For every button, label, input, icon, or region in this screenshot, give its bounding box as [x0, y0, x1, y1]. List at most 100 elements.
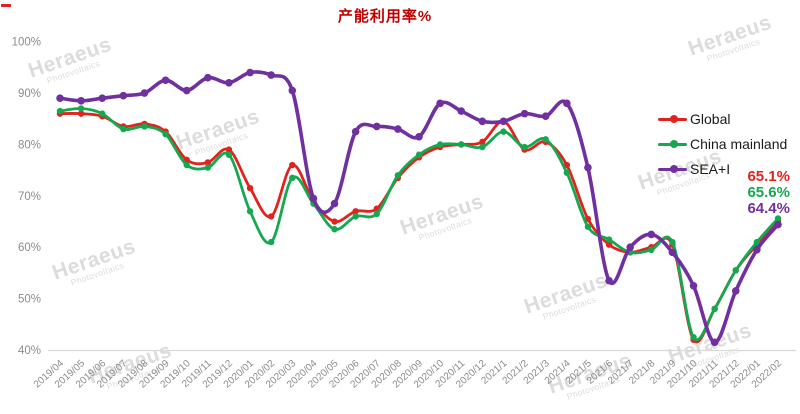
- data-point: [225, 151, 233, 158]
- data-point: [331, 218, 338, 225]
- data-point: [563, 99, 571, 108]
- data-point: [246, 208, 254, 215]
- data-point: [330, 199, 339, 208]
- data-point: [542, 136, 549, 143]
- data-point: [98, 94, 107, 103]
- data-point: [626, 243, 634, 252]
- data-point: [246, 184, 254, 192]
- data-point: [267, 238, 275, 246]
- data-point: [541, 112, 550, 121]
- latest-value-labels: 65.1% 65.6% 64.4%: [700, 169, 790, 217]
- data-point: [352, 208, 359, 215]
- data-point: [457, 107, 466, 115]
- data-point: [309, 194, 318, 203]
- data-point: [288, 86, 297, 95]
- data-point: [690, 333, 697, 341]
- legend-label-china-mainland: China mainland: [690, 135, 788, 152]
- data-point: [584, 163, 592, 172]
- data-point: [394, 172, 402, 179]
- series-markers-sea-i: [56, 68, 782, 347]
- data-point: [120, 125, 127, 133]
- data-point: [56, 107, 64, 115]
- y-tick-label: 90%: [18, 88, 41, 100]
- data-point: [711, 305, 718, 313]
- data-point: [161, 76, 170, 85]
- data-point: [99, 110, 106, 117]
- data-point: [648, 246, 655, 254]
- data-point: [584, 223, 592, 230]
- end-value-global: 65.1%: [747, 168, 790, 185]
- y-tick-label: 70%: [18, 191, 41, 203]
- chart-title: 产能利用率%: [337, 8, 433, 25]
- data-point: [499, 117, 508, 126]
- data-point: [520, 109, 529, 118]
- chart-legend: Global China mainland SEA+I: [652, 106, 787, 181]
- data-point: [647, 230, 656, 239]
- data-point: [204, 73, 212, 82]
- data-point: [267, 71, 275, 79]
- data-point: [732, 267, 739, 274]
- data-point: [372, 122, 381, 131]
- data-point: [710, 338, 719, 347]
- line-marker-icon: [655, 139, 687, 148]
- data-point: [267, 213, 275, 220]
- data-point: [479, 138, 486, 146]
- series-markers-china-mainland: [56, 105, 782, 341]
- legend-label-sea-i: SEA+I: [690, 160, 731, 177]
- data-point: [394, 125, 402, 133]
- y-tick-label: 100%: [12, 37, 41, 49]
- data-point: [140, 89, 149, 97]
- data-point: [689, 281, 698, 290]
- data-point: [373, 210, 380, 218]
- legend-item-china-mainland: China mainland: [652, 131, 787, 156]
- data-point: [182, 86, 191, 95]
- data-point: [753, 238, 761, 246]
- data-point: [77, 96, 85, 105]
- legend-label-global: Global: [690, 110, 731, 127]
- end-value-china-mainland: 65.6%: [747, 184, 790, 201]
- data-point: [436, 141, 444, 148]
- data-point: [605, 236, 613, 243]
- data-point: [77, 110, 85, 117]
- data-point: [204, 164, 212, 171]
- line-marker-icon: [655, 114, 687, 123]
- data-point: [774, 220, 782, 229]
- data-point: [605, 276, 613, 285]
- data-point: [753, 246, 761, 254]
- data-point: [668, 248, 677, 257]
- y-tick-label: 60%: [18, 242, 41, 254]
- y-tick-label: 40%: [18, 345, 41, 357]
- data-point: [225, 79, 233, 87]
- data-point: [331, 226, 338, 233]
- data-point: [458, 141, 465, 148]
- line-marker-icon: [655, 164, 687, 173]
- data-point: [479, 143, 486, 151]
- data-point: [225, 146, 233, 153]
- data-point: [521, 143, 528, 151]
- data-point: [774, 215, 782, 222]
- data-point: [352, 213, 359, 220]
- data-point: [204, 159, 212, 166]
- data-point: [415, 151, 423, 158]
- data-point: [436, 99, 444, 108]
- data-point: [162, 130, 169, 138]
- data-point: [415, 132, 423, 141]
- data-point: [669, 238, 676, 246]
- data-point: [56, 94, 64, 103]
- end-value-sea-i: 64.4%: [747, 200, 790, 217]
- data-point: [77, 105, 85, 112]
- data-point: [141, 123, 148, 130]
- data-point: [183, 161, 190, 169]
- data-point: [605, 241, 613, 248]
- data-point: [500, 128, 507, 135]
- data-point: [478, 117, 487, 126]
- data-point: [351, 127, 360, 136]
- legend-item-sea-i: SEA+I: [652, 156, 787, 181]
- data-point: [246, 68, 254, 77]
- data-point: [563, 169, 571, 176]
- data-point: [289, 174, 296, 182]
- data-point: [119, 91, 128, 100]
- legend-item-global: Global: [652, 106, 787, 131]
- data-point: [731, 287, 740, 295]
